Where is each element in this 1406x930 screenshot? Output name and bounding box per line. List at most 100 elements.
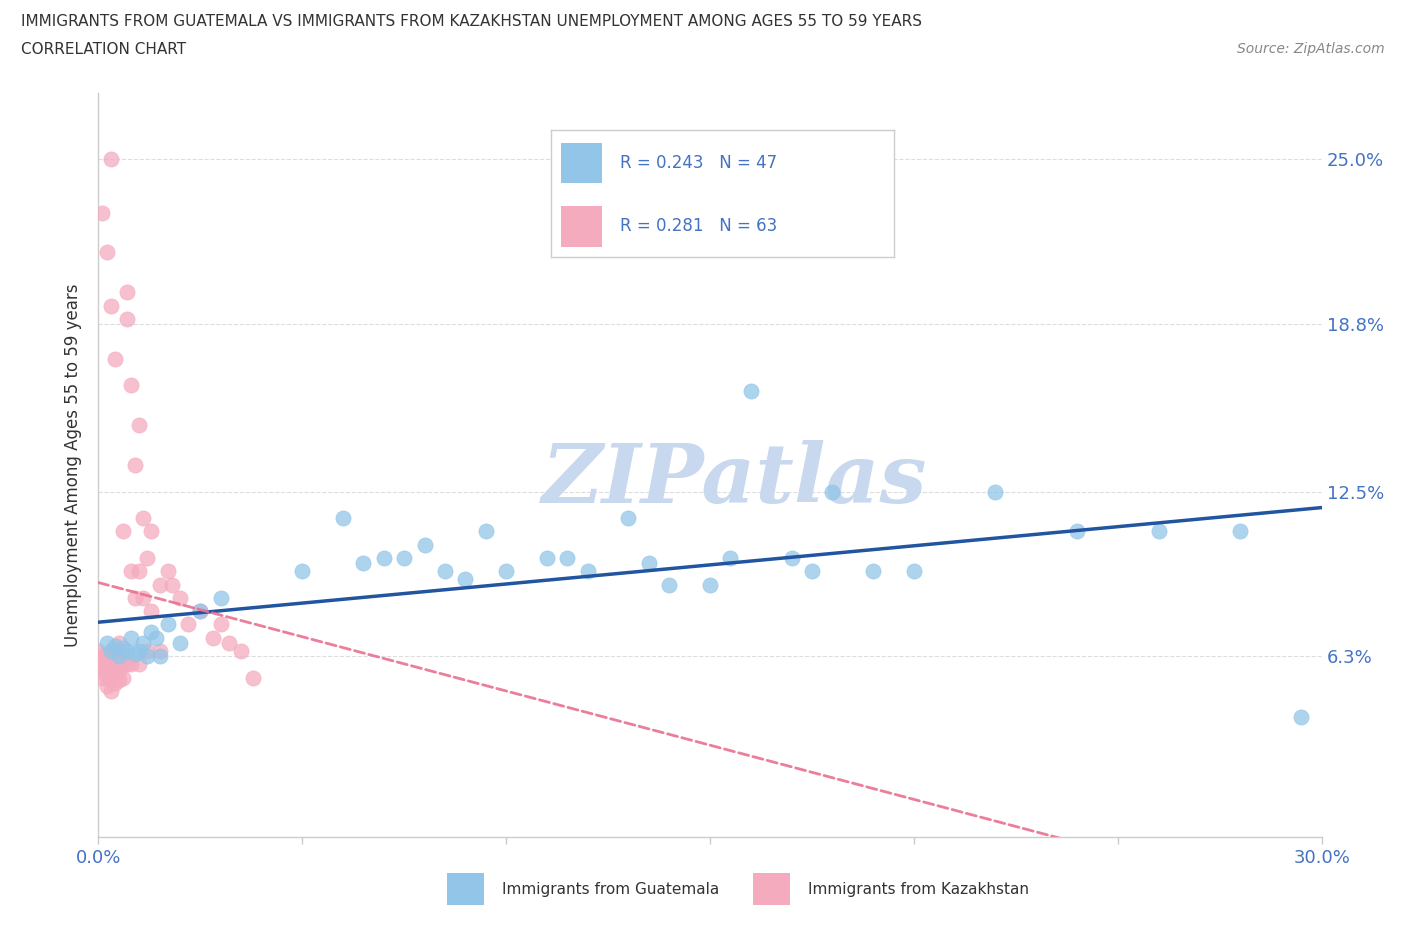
- Point: [658, 578, 681, 592]
- Point: [100, 644, 122, 658]
- Point: [780, 551, 803, 565]
- Point: [132, 591, 155, 605]
- Point: [156, 617, 179, 631]
- Point: [104, 675, 127, 690]
- Point: [136, 644, 159, 658]
- Point: [1147, 524, 1170, 538]
- Point: [903, 564, 925, 578]
- Point: [120, 378, 142, 392]
- Point: [434, 564, 457, 578]
- Point: [91, 662, 114, 677]
- Point: [740, 383, 762, 398]
- Point: [111, 524, 134, 538]
- Point: [177, 617, 200, 631]
- Point: [120, 564, 142, 578]
- Point: [100, 671, 122, 685]
- Point: [474, 524, 498, 538]
- Point: [100, 152, 122, 166]
- Point: [115, 285, 138, 299]
- Point: [111, 671, 134, 685]
- Point: [128, 644, 150, 658]
- Point: [111, 641, 134, 656]
- Point: [100, 684, 122, 698]
- Point: [100, 649, 122, 664]
- Point: [115, 657, 138, 671]
- Point: [91, 671, 114, 685]
- Point: [96, 662, 118, 677]
- Point: [373, 551, 395, 565]
- Point: [128, 418, 150, 432]
- Point: [96, 671, 118, 685]
- Point: [984, 485, 1007, 499]
- Point: [111, 649, 134, 664]
- Point: [100, 652, 122, 667]
- Point: [96, 649, 118, 664]
- Point: [149, 578, 172, 592]
- Point: [100, 657, 122, 671]
- Point: [718, 551, 742, 565]
- Point: [104, 665, 127, 680]
- Y-axis label: Unemployment Among Ages 55 to 59 years: Unemployment Among Ages 55 to 59 years: [65, 284, 83, 646]
- Point: [149, 644, 172, 658]
- Point: [156, 564, 179, 578]
- Point: [352, 556, 374, 571]
- Point: [91, 206, 114, 220]
- Point: [104, 638, 127, 653]
- Point: [555, 551, 579, 565]
- Point: [617, 511, 640, 525]
- Point: [141, 625, 163, 640]
- Point: [124, 646, 146, 661]
- Point: [209, 617, 232, 631]
- Point: [821, 485, 844, 499]
- Point: [454, 572, 477, 587]
- Point: [218, 635, 240, 650]
- Point: [91, 657, 114, 671]
- Point: [91, 652, 114, 667]
- Point: [108, 635, 131, 650]
- Point: [136, 551, 159, 565]
- Point: [124, 591, 146, 605]
- Point: [108, 649, 131, 664]
- Point: [536, 551, 558, 565]
- Point: [87, 652, 110, 667]
- Point: [132, 511, 155, 525]
- Point: [120, 631, 142, 645]
- Point: [104, 352, 127, 366]
- Point: [801, 564, 824, 578]
- Point: [120, 657, 142, 671]
- Point: [100, 299, 122, 313]
- Point: [87, 644, 110, 658]
- Text: ZIPatlas: ZIPatlas: [541, 440, 927, 520]
- Point: [332, 511, 354, 525]
- Point: [699, 578, 721, 592]
- Point: [637, 556, 661, 571]
- Point: [108, 662, 131, 677]
- Point: [188, 604, 212, 618]
- Point: [96, 635, 118, 650]
- Text: IMMIGRANTS FROM GUATEMALA VS IMMIGRANTS FROM KAZAKHSTAN UNEMPLOYMENT AMONG AGES : IMMIGRANTS FROM GUATEMALA VS IMMIGRANTS …: [21, 14, 922, 29]
- Point: [108, 649, 131, 664]
- Point: [136, 649, 159, 664]
- Point: [141, 524, 163, 538]
- Point: [495, 564, 517, 578]
- Point: [104, 657, 127, 671]
- Point: [201, 631, 224, 645]
- Point: [100, 662, 122, 677]
- Text: CORRELATION CHART: CORRELATION CHART: [21, 42, 186, 57]
- Point: [96, 652, 118, 667]
- Point: [124, 458, 146, 472]
- Point: [115, 644, 138, 658]
- Point: [1229, 524, 1251, 538]
- Point: [96, 245, 118, 259]
- Point: [104, 649, 127, 664]
- Point: [392, 551, 416, 565]
- Point: [169, 635, 191, 650]
- Point: [209, 591, 232, 605]
- Point: [291, 564, 314, 578]
- Point: [242, 671, 264, 685]
- Point: [108, 644, 131, 658]
- Point: [128, 564, 150, 578]
- Point: [149, 649, 172, 664]
- Text: Source: ZipAtlas.com: Source: ZipAtlas.com: [1237, 42, 1385, 56]
- Point: [1066, 524, 1088, 538]
